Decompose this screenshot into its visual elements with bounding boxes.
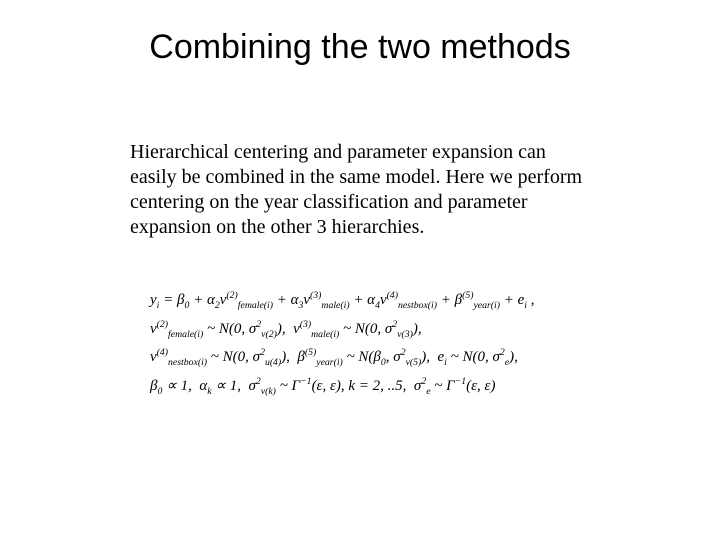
slide-title: Combining the two methods [0,28,720,67]
equation-line: β0 ∝ 1, αk ∝ 1, σ2ν(k) ~ Γ−1(ε, ε), k = … [150,372,590,401]
slide: Combining the two methods Hierarchical c… [0,0,720,540]
equations-block: yi = β0 + α2ν(2)female(i) + α3ν(3)male(i… [150,286,590,400]
equation-line: yi = β0 + α2ν(2)female(i) + α3ν(3)male(i… [150,286,590,315]
equation-line: ν(2)female(i) ~ N(0, σ2ν(2)), ν(3)male(i… [150,315,590,344]
equation-line: ν(4)nestbox(i) ~ N(0, σ2u(4)), β(5)year(… [150,343,590,372]
slide-body-paragraph: Hierarchical centering and parameter exp… [130,140,590,240]
